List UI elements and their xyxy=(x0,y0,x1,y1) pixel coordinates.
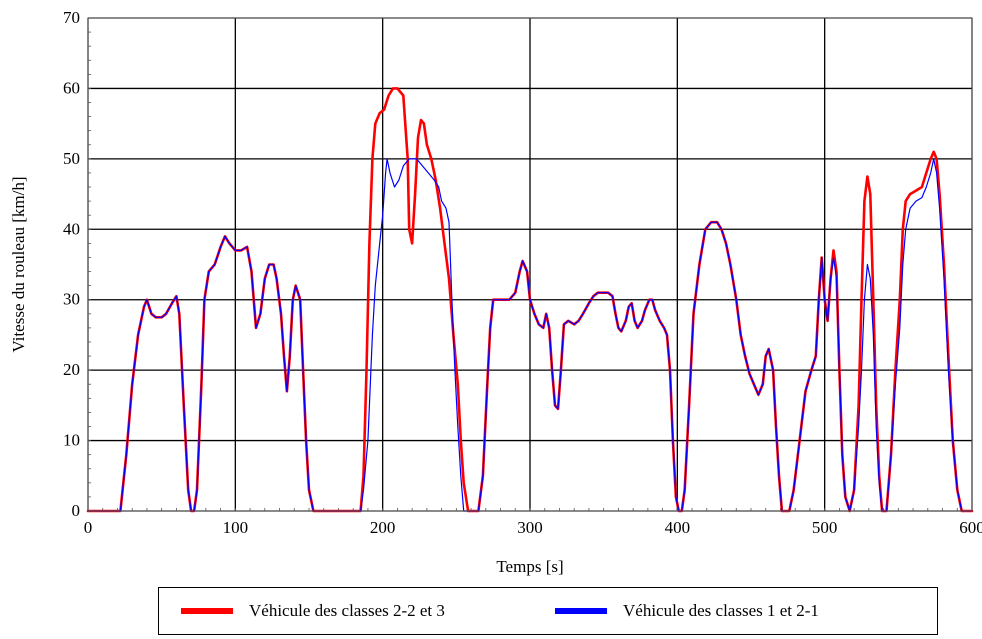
x-tick-label: 0 xyxy=(84,518,93,537)
y-tick-label: 60 xyxy=(63,78,80,97)
series-line-blue xyxy=(87,158,973,512)
tick-labels: 0 100 200 300 400 500 600 0 10 20 30 40 50 60 70 xyxy=(63,8,982,537)
x-axis-label: Temps [s] xyxy=(496,557,563,576)
y-tick-label: 0 xyxy=(72,501,81,520)
legend-swatch-red xyxy=(181,608,233,614)
x-tick-label: 400 xyxy=(665,518,691,537)
legend-label-blue: Véhicule des classes 1 et 2-1 xyxy=(623,601,819,620)
x-tick-label: 100 xyxy=(223,518,249,537)
legend-swatch-blue xyxy=(555,608,607,614)
y-tick-label: 50 xyxy=(63,149,80,168)
y-tick-label: 20 xyxy=(63,360,80,379)
x-tick-label: 200 xyxy=(370,518,396,537)
grid xyxy=(87,17,973,512)
x-tick-label: 600 xyxy=(959,518,982,537)
series-lines xyxy=(86,87,974,513)
y-tick-label: 40 xyxy=(63,219,80,238)
legend-item-red-series: Véhicule des classes 2-2 et 3 xyxy=(181,588,445,634)
chart-plot-svg: 0 100 200 300 400 500 600 0 10 20 30 40 50 60 70 Temps… xyxy=(9,8,982,576)
legend-label-red: Véhicule des classes 2-2 et 3 xyxy=(249,601,445,620)
x-tick-label: 500 xyxy=(812,518,838,537)
y-tick-label: 10 xyxy=(63,431,80,450)
y-tick-label: 70 xyxy=(63,8,80,27)
legend-item-blue-series: Véhicule des classes 1 et 2-1 xyxy=(555,588,819,634)
y-axis-label: Vitesse du rouleau [km/h] xyxy=(9,176,28,352)
chart-legend: Véhicule des classes 2-2 et 3 Véhicule d… xyxy=(158,587,938,635)
x-tick-label: 300 xyxy=(517,518,543,537)
plot-frame xyxy=(87,17,973,512)
y-tick-label: 30 xyxy=(63,290,80,309)
